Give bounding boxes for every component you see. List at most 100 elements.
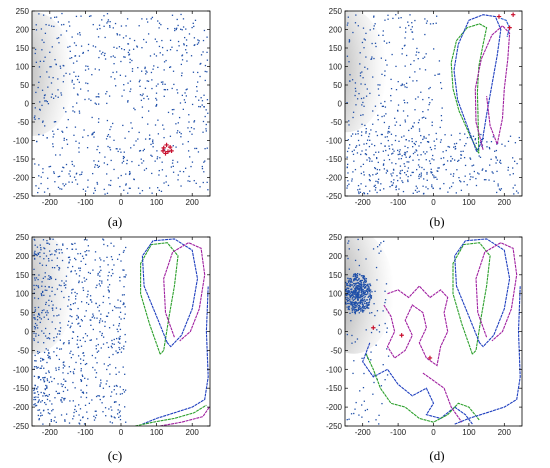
particle [35, 365, 37, 368]
particle [378, 324, 381, 326]
particle [97, 274, 99, 276]
particle [169, 66, 172, 68]
particle [157, 119, 159, 121]
particle [356, 302, 359, 304]
particle [119, 342, 121, 344]
particle [141, 70, 143, 72]
track-line [160, 406, 210, 426]
particle [363, 284, 365, 286]
particle [69, 175, 71, 177]
particle [42, 134, 44, 136]
particle [347, 287, 350, 289]
particle [103, 162, 105, 164]
particle [131, 160, 133, 163]
particle [122, 388, 125, 391]
particle [37, 313, 40, 316]
particle [41, 358, 44, 360]
particle [167, 184, 170, 187]
particle [492, 136, 494, 138]
particle [53, 337, 55, 339]
particle [49, 400, 51, 402]
particle [387, 139, 389, 142]
particle [160, 23, 162, 26]
particle [349, 298, 351, 301]
particle [367, 293, 369, 295]
particle [37, 86, 39, 89]
x-tick-label: -100 [390, 428, 407, 437]
particle [53, 133, 55, 135]
particle [92, 23, 94, 26]
particle [384, 290, 386, 292]
particle [37, 414, 40, 417]
particle [79, 339, 81, 342]
particle [369, 158, 371, 160]
particle [376, 134, 379, 137]
particle [374, 105, 377, 107]
particle [44, 125, 46, 127]
particle [104, 325, 106, 328]
particle [426, 20, 428, 22]
particle [108, 356, 110, 359]
particle [442, 164, 445, 166]
y-tick-label: 250 [329, 7, 343, 16]
x-tick-label: 100 [462, 198, 476, 207]
particle [39, 316, 41, 319]
particle [98, 283, 100, 285]
particle [123, 345, 125, 347]
particle [348, 307, 350, 309]
particle [395, 163, 397, 165]
particle [38, 81, 40, 84]
particle [388, 127, 390, 130]
particle [481, 169, 483, 171]
particle [79, 419, 82, 421]
plot-area [345, 237, 521, 425]
particle [62, 166, 64, 168]
particle [367, 304, 369, 306]
particle [122, 124, 124, 127]
particle [165, 181, 167, 183]
particle [192, 22, 194, 24]
particle [123, 276, 125, 278]
particle [81, 320, 84, 322]
particle [49, 357, 51, 360]
particle [350, 135, 352, 137]
particle [146, 80, 148, 82]
particle [63, 75, 65, 77]
particle [436, 170, 438, 172]
particle [480, 138, 483, 141]
particle [94, 46, 97, 48]
particle [395, 186, 397, 189]
x-tick-label: 0 [119, 428, 124, 437]
particle [454, 148, 456, 150]
particle [55, 278, 57, 281]
particle [50, 82, 53, 84]
particle [355, 304, 357, 307]
particle [56, 333, 59, 335]
particle [356, 296, 359, 299]
particle [33, 403, 35, 406]
track-line [135, 404, 207, 426]
particle [97, 306, 99, 308]
particle [418, 190, 420, 193]
particle [81, 374, 84, 376]
particle [51, 259, 53, 262]
particle [153, 53, 156, 55]
particle [41, 104, 43, 107]
particle [364, 280, 366, 282]
particle [361, 293, 363, 295]
particle [413, 142, 415, 145]
particle [346, 290, 348, 293]
particle [200, 62, 202, 65]
particle [98, 103, 100, 105]
particle [69, 259, 71, 261]
particle [176, 132, 178, 134]
particle [40, 379, 42, 381]
particle [352, 292, 354, 295]
particle [384, 145, 386, 147]
marker-point [510, 12, 516, 17]
particle [45, 311, 47, 314]
particle [470, 176, 472, 178]
particle [382, 150, 384, 152]
particle [43, 332, 45, 334]
particle [365, 280, 367, 282]
